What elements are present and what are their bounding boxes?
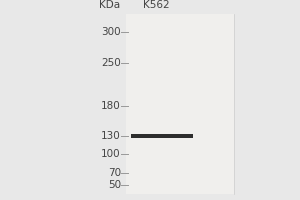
Text: KDa: KDa [99,0,120,10]
Text: 100: 100 [101,149,121,159]
Text: 130: 130 [101,131,121,141]
Text: 50: 50 [108,180,121,190]
Text: K562: K562 [143,0,169,10]
Text: 250: 250 [101,58,121,68]
Text: 180: 180 [101,101,121,111]
Text: 70: 70 [108,168,121,178]
Bar [131,134,193,138]
Text: 300: 300 [101,27,121,37]
